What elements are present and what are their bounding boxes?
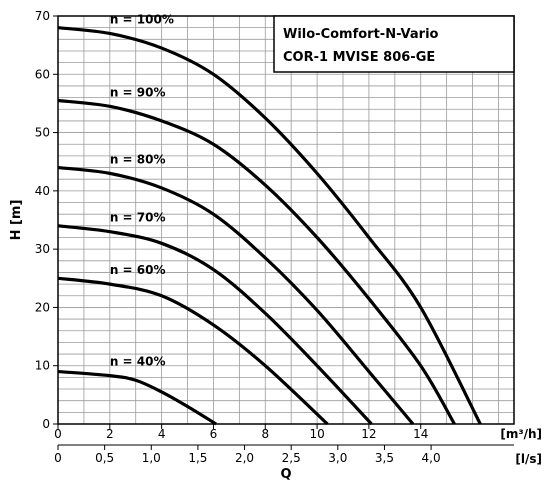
y-axis-label: H [m]	[9, 200, 24, 241]
curve-70-percent	[57, 224, 373, 426]
x2-tick-label: 0	[54, 451, 62, 465]
y-tick-label: 70	[35, 9, 50, 23]
x2-tick-label: 4,0	[422, 451, 441, 465]
x-tick-label: 10	[309, 427, 324, 441]
title-box: Wilo-Comfort-N-Vario COR-1 MVISE 806-GE	[273, 15, 515, 73]
curve-label: n = 40%	[110, 355, 166, 369]
curve-60-percent	[57, 276, 329, 426]
y-ticks: 0 10 20 30 40 50 60 70	[35, 9, 58, 431]
curve-80-percent	[57, 165, 415, 426]
x2-tick-label: 2,5	[282, 451, 301, 465]
x-axis-unit: [m³/h]	[500, 427, 542, 441]
curve-90-percent	[57, 98, 456, 425]
y-tick-label: 10	[35, 359, 50, 373]
x-tick-label: 6	[210, 427, 218, 441]
x2-axis-unit: [l/s]	[515, 452, 542, 466]
x-ticks: 0 2 4 6 8 10 12 14	[54, 424, 428, 441]
y-tick-label: 30	[35, 242, 50, 256]
y-tick-label: 0	[42, 417, 50, 431]
x2-tick-label: 2,0	[235, 451, 254, 465]
grid	[58, 16, 514, 424]
x-tick-label: 4	[158, 427, 166, 441]
curve-label: n = 90%	[110, 85, 166, 99]
curve-40-percent	[57, 369, 217, 426]
chart-title-line-2: COR-1 MVISE 806-GE	[283, 50, 435, 65]
x2-tick-label: 3,0	[328, 451, 347, 465]
x-tick-label: 12	[361, 427, 376, 441]
y-tick-label: 60	[35, 67, 50, 81]
curve-label: n = 80%	[110, 152, 166, 166]
y-tick-label: 40	[35, 184, 50, 198]
chart-title-line-1: Wilo-Comfort-N-Vario	[283, 27, 439, 42]
curve-100-percent	[57, 26, 482, 425]
curve-label: n = 100%	[110, 12, 174, 26]
y-tick-label: 20	[35, 300, 50, 314]
curve-label: n = 70%	[110, 211, 166, 225]
curve-labels: n = 100% n = 90% n = 80% n = 70% n = 60% n = …	[110, 12, 174, 368]
x2-tick-label: 0,5	[95, 451, 114, 465]
x-axis-label: Q	[280, 467, 291, 482]
x-tick-label: 2	[106, 427, 114, 441]
x-tick-label: 14	[413, 427, 428, 441]
x-tick-label: 8	[261, 427, 269, 441]
x2-tick-label: 3,5	[375, 451, 394, 465]
x-tick-label: 0	[54, 427, 62, 441]
x2-tick-label: 1,5	[188, 451, 207, 465]
secondary-x-axis: 0 0,5 1,0 1,5 2,0 2,5 3,0 3,5 4,0	[54, 444, 514, 465]
y-tick-label: 50	[35, 126, 50, 140]
x2-tick-label: 1,0	[142, 451, 161, 465]
curve-label: n = 60%	[110, 263, 166, 277]
curves	[57, 26, 482, 426]
